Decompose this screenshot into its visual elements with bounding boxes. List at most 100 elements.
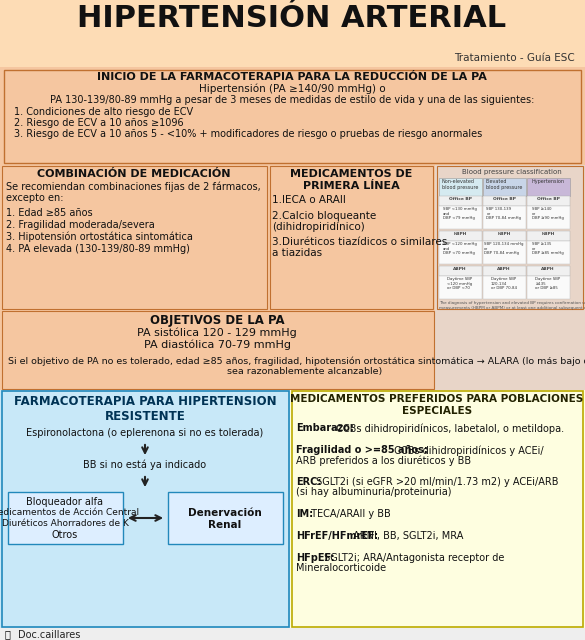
Text: SBP <120 mmHg
and
DBP <70 mmHg: SBP <120 mmHg and DBP <70 mmHg <box>443 242 477 255</box>
Text: Mineralocorticoide: Mineralocorticoide <box>296 563 386 573</box>
Bar <box>268 165 435 310</box>
Text: 3.Diuréticos tiazídicos o similares: 3.Diuréticos tiazídicos o similares <box>272 237 448 247</box>
Text: SBP <130 mmHg
and
DBP <79 mmHg: SBP <130 mmHg and DBP <79 mmHg <box>443 207 477 220</box>
Text: (si hay albuminuria/proteinuria): (si hay albuminuria/proteinuria) <box>296 487 452 497</box>
Bar <box>527 276 570 299</box>
Text: excepto en:: excepto en: <box>6 193 64 203</box>
Text: TECA/ARAII y BB: TECA/ARAII y BB <box>308 509 391 519</box>
Text: a tiazidas: a tiazidas <box>272 248 322 258</box>
Bar <box>8 492 123 544</box>
Text: Office BP: Office BP <box>493 197 515 201</box>
Text: 1. Edad ≥85 años: 1. Edad ≥85 años <box>6 208 92 218</box>
Text: ABPH: ABPH <box>453 267 467 271</box>
Bar <box>483 196 526 206</box>
Bar <box>0 390 290 628</box>
Text: SBP 130-139
or
DBP 70-84 mmHg: SBP 130-139 or DBP 70-84 mmHg <box>487 207 521 220</box>
Text: MEDICAMENTOS PREFERIDOS PARA POBLACIONES
ESPECIALES: MEDICAMENTOS PREFERIDOS PARA POBLACIONES… <box>290 394 584 415</box>
Text: Office BP: Office BP <box>536 197 559 201</box>
Bar <box>270 166 433 309</box>
Bar <box>483 276 526 299</box>
Text: ERC:: ERC: <box>296 477 321 487</box>
Text: 1.IECA o ARAII: 1.IECA o ARAII <box>272 195 346 205</box>
Bar <box>2 311 434 389</box>
Text: 1. Condiciones de alto riesgo de ECV: 1. Condiciones de alto riesgo de ECV <box>14 107 193 117</box>
Text: 📷: 📷 <box>5 629 11 639</box>
Text: Blood pressure classification: Blood pressure classification <box>462 169 562 175</box>
Bar <box>2 166 267 309</box>
Text: Office BP: Office BP <box>449 197 472 201</box>
Text: 3. Hipotensión ortostática sintomática: 3. Hipotensión ortostática sintomática <box>6 232 193 243</box>
Text: MEDICAMENTOS DE
PRIMERA LÍNEA: MEDICAMENTOS DE PRIMERA LÍNEA <box>290 169 412 191</box>
Text: 2. Riesgo de ECV a 10 años ≥1096: 2. Riesgo de ECV a 10 años ≥1096 <box>14 118 184 128</box>
Text: Tratamiento - Guía ESC: Tratamiento - Guía ESC <box>454 53 575 63</box>
Text: Embarazo:: Embarazo: <box>296 423 354 433</box>
Text: hBPH: hBPH <box>541 232 555 236</box>
Bar <box>0 310 435 390</box>
Bar <box>2 391 289 627</box>
Text: Daytime SBP
120-134
or DBP 70-84: Daytime SBP 120-134 or DBP 70-84 <box>491 277 517 290</box>
Text: IM:: IM: <box>296 509 313 519</box>
Text: Otros: Otros <box>52 530 78 540</box>
Text: ABPH: ABPH <box>541 267 555 271</box>
Text: 2. Fragilidad moderada/severa: 2. Fragilidad moderada/severa <box>6 220 155 230</box>
Bar <box>0 628 585 640</box>
Bar <box>4 70 581 163</box>
Text: Bloqueador alfa: Bloqueador alfa <box>26 497 104 507</box>
Text: (dihidropiridínico): (dihidropiridínico) <box>272 222 365 232</box>
Bar <box>439 178 482 196</box>
Text: Se recomiendan combinaciones fijas de 2 fármacos,: Se recomiendan combinaciones fijas de 2 … <box>6 182 261 193</box>
Text: BB si no está ya indicado: BB si no está ya indicado <box>84 460 207 470</box>
Bar <box>0 165 268 310</box>
Text: 4. PA elevada (130-139/80-89 mmHg): 4. PA elevada (130-139/80-89 mmHg) <box>6 244 190 254</box>
Text: Diuréticos Ahorradores de K: Diuréticos Ahorradores de K <box>2 519 129 528</box>
Text: 2.Calcio bloqueante: 2.Calcio bloqueante <box>272 211 376 221</box>
Text: hBPH: hBPH <box>453 232 467 236</box>
Text: PA diastólica 70-79 mmHg: PA diastólica 70-79 mmHg <box>143 340 291 351</box>
Bar <box>439 276 482 299</box>
Bar <box>435 165 585 310</box>
Text: hBPH: hBPH <box>497 232 511 236</box>
Bar <box>527 178 570 196</box>
Text: Doc.caillares: Doc.caillares <box>18 630 80 640</box>
Bar <box>527 266 570 276</box>
Bar <box>439 231 482 241</box>
Bar <box>290 390 585 628</box>
Text: Daytime SBP
<120 mmHg
or DBP <70: Daytime SBP <120 mmHg or DBP <70 <box>448 277 473 290</box>
Text: COMBINACIÓN DE MEDICACIÓN: COMBINACIÓN DE MEDICACIÓN <box>37 169 230 179</box>
Bar <box>527 196 570 206</box>
Text: HFrEF/HFmrEF:: HFrEF/HFmrEF: <box>296 531 378 541</box>
Text: Daytime SBP
≥135
or DBP ≥85: Daytime SBP ≥135 or DBP ≥85 <box>535 277 560 290</box>
Text: Non-elevated
blood pressure: Non-elevated blood pressure <box>442 179 478 190</box>
Bar <box>439 196 482 206</box>
Text: SBP ≥140
or
DBP ≥90 mmHg: SBP ≥140 or DBP ≥90 mmHg <box>532 207 564 220</box>
Text: Denervación
Renal: Denervación Renal <box>188 508 262 530</box>
Text: Elevated
blood pressure: Elevated blood pressure <box>486 179 522 190</box>
Text: Si el objetivo de PA no es tolerado, edad ≥85 años, fragilidad, hipotensión orto: Si el objetivo de PA no es tolerado, eda… <box>8 356 585 376</box>
Text: SBP ≥135
or
DBP ≥85 mmHg: SBP ≥135 or DBP ≥85 mmHg <box>532 242 564 255</box>
Text: PA 130-139/80-89 mmHg a pesar de 3 meses de medidas de estilo de vida y una de l: PA 130-139/80-89 mmHg a pesar de 3 meses… <box>50 95 534 105</box>
Text: Medicamentos de Acción Central: Medicamentos de Acción Central <box>0 508 140 517</box>
Bar <box>168 492 283 544</box>
Bar <box>439 266 482 276</box>
Text: Hipertensión (PA ≥140/90 mmHg) o: Hipertensión (PA ≥140/90 mmHg) o <box>199 84 386 95</box>
Bar <box>483 241 526 264</box>
Text: SGLT2i; ARA/Antagonista receptor de: SGLT2i; ARA/Antagonista receptor de <box>321 553 504 563</box>
Bar <box>439 241 482 264</box>
Bar <box>527 206 570 229</box>
Bar <box>435 310 585 390</box>
Bar <box>0 67 585 165</box>
Text: Fragilidad o >=85 años:: Fragilidad o >=85 años: <box>296 445 428 455</box>
Bar <box>0 52 585 67</box>
Text: ABPH: ABPH <box>497 267 511 271</box>
Text: The diagnosis of hypertension and elevated BP requires confirmation using out-of: The diagnosis of hypertension and elevat… <box>439 301 585 310</box>
Text: CCBs dihidropiridínicos, labetalol, o metildopa.: CCBs dihidropiridínicos, labetalol, o me… <box>333 423 565 433</box>
Text: Hypertension: Hypertension <box>532 179 565 184</box>
Bar <box>527 231 570 241</box>
Bar <box>527 241 570 264</box>
Bar <box>439 206 482 229</box>
Bar <box>483 231 526 241</box>
Bar <box>437 166 583 309</box>
Text: INICIO DE LA FARMACOTERAPIA PARA LA REDUCCIÓN DE LA PA: INICIO DE LA FARMACOTERAPIA PARA LA REDU… <box>97 72 487 82</box>
Bar <box>483 206 526 229</box>
Text: OBJETIVOS DE LA PA: OBJETIVOS DE LA PA <box>150 314 284 327</box>
